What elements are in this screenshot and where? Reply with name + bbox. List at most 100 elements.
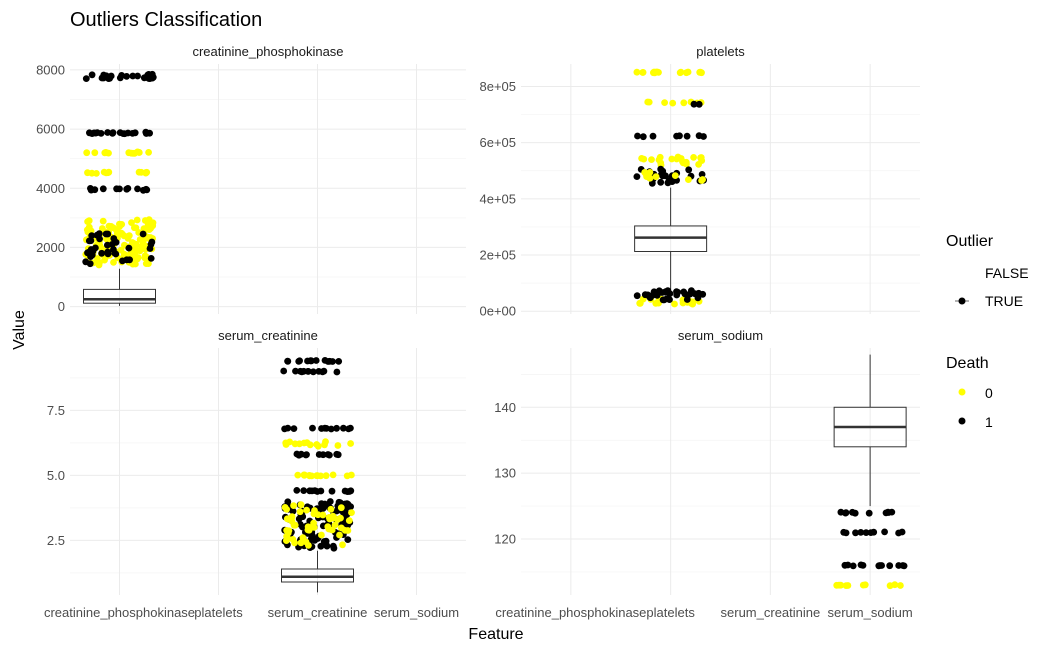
outlier-point xyxy=(699,290,707,298)
legend-death-title: Death xyxy=(946,355,989,372)
outlier-point xyxy=(346,488,353,495)
outlier-point xyxy=(690,100,698,108)
x-tick-label: serum_sodium xyxy=(827,605,912,620)
outlier-point xyxy=(685,176,692,184)
x-axis-title: Feature xyxy=(468,626,523,643)
outlier-point xyxy=(123,185,131,193)
legend-death: Death 0 1 xyxy=(946,355,993,430)
legend-outlier-true-label: TRUE xyxy=(985,293,1023,309)
outlier-point xyxy=(92,129,100,137)
plot-title: Outliers Classification xyxy=(70,9,262,31)
outlier-point xyxy=(312,357,320,364)
outlier-point xyxy=(309,368,317,376)
outlier-point xyxy=(134,72,142,80)
outlier-point xyxy=(671,172,679,180)
outlier-point xyxy=(844,561,852,569)
outlier-point xyxy=(104,241,111,249)
outlier-point xyxy=(669,99,677,107)
outlier-point xyxy=(293,487,301,494)
strip-label: creatinine_phosphokinase xyxy=(192,44,343,59)
outlier-point xyxy=(87,186,95,194)
y-tick-label: 2.5 xyxy=(47,533,65,548)
panel-serum_sodium: 120 130 140 creatinine_phosphokinase platele… xyxy=(494,328,920,620)
outlier-point xyxy=(643,173,650,181)
outlier-point xyxy=(345,517,353,524)
outlier-point xyxy=(673,291,681,299)
outlier-point xyxy=(652,173,660,181)
outlier-point xyxy=(867,529,875,536)
outlier-point xyxy=(685,166,693,174)
outlier-point xyxy=(656,153,664,161)
y-tick-label: 6000 xyxy=(36,122,65,137)
y-tick-label: 2000 xyxy=(36,240,65,255)
outlier-point xyxy=(88,232,96,240)
outlier-point xyxy=(144,71,152,78)
outlier-point xyxy=(98,249,106,257)
outlier-point xyxy=(84,169,91,177)
outlier-point xyxy=(650,68,658,76)
outlier-point xyxy=(666,290,674,297)
outlier-point xyxy=(308,487,316,495)
outlier-point xyxy=(149,73,157,81)
outlier-point xyxy=(292,367,299,375)
outlier-point xyxy=(148,238,156,246)
outlier-point xyxy=(322,438,329,446)
facet-panels: 0 2000 4000 6000 8000 creatinine_phosphokinas… xyxy=(36,44,920,620)
x-tick-label: creatinine_phosphokinase xyxy=(495,605,646,620)
x-tick-label: serum_creatinine xyxy=(721,605,821,620)
outlier-point xyxy=(633,292,641,300)
outlier-point xyxy=(288,518,296,525)
outlier-point xyxy=(322,472,330,480)
outlier-point xyxy=(84,218,91,226)
outlier-point xyxy=(145,260,152,267)
outlier-point xyxy=(313,472,321,480)
outlier-point xyxy=(113,185,120,193)
outlier-point xyxy=(639,133,647,141)
y-tick-label: 7.5 xyxy=(47,403,65,418)
outlier-point xyxy=(348,509,355,516)
outlier-point xyxy=(340,424,347,432)
outlier-point xyxy=(140,241,148,249)
outlier-point xyxy=(134,148,141,156)
outlier-point xyxy=(142,128,150,136)
outlier-point xyxy=(134,254,142,261)
outlier-point xyxy=(681,290,689,298)
strip-label: serum_creatinine xyxy=(218,328,318,343)
outlier-point xyxy=(634,132,641,140)
outlier-point xyxy=(314,442,322,450)
outlier-point xyxy=(661,99,668,106)
outlier-point xyxy=(105,149,112,157)
outlier-point xyxy=(280,367,288,375)
outlier-point xyxy=(310,524,318,531)
outlier-point xyxy=(112,238,120,246)
legend-outlier-false-label: FALSE xyxy=(985,265,1029,281)
outlier-point xyxy=(837,581,845,589)
outlier-point xyxy=(668,155,676,163)
outlier-point xyxy=(680,99,688,107)
y-tick-label: 4000 xyxy=(36,181,65,196)
outlier-point xyxy=(147,224,155,232)
outlier-point xyxy=(125,244,133,252)
outlier-point xyxy=(891,581,899,589)
outlier-point xyxy=(665,177,673,185)
outlier-point xyxy=(299,523,306,531)
outlier-point xyxy=(302,538,310,546)
outlier-point xyxy=(139,230,147,238)
outlier-point xyxy=(899,562,907,569)
outlier-point xyxy=(303,506,310,514)
outlier-point xyxy=(326,515,334,523)
outlier-point xyxy=(837,508,845,516)
panel-creatinine_phosphokinase: 0 2000 4000 6000 8000 creatinine_phosphokinas… xyxy=(36,44,466,314)
outlier-point xyxy=(296,508,304,516)
outlier-point xyxy=(283,537,290,544)
outlier-point xyxy=(300,471,308,479)
outlier-point xyxy=(290,425,298,432)
outlier-point xyxy=(128,219,135,227)
outlier-point xyxy=(109,129,117,137)
outlier-point xyxy=(645,98,653,106)
outlier-point xyxy=(282,439,290,447)
outlier-point xyxy=(300,367,308,375)
outlier-point xyxy=(144,234,152,242)
outlier-point xyxy=(862,529,870,536)
panel-serum_creatinine: 2.5 5.0 7.5 creatinine_phosphokinase platele… xyxy=(44,328,466,620)
